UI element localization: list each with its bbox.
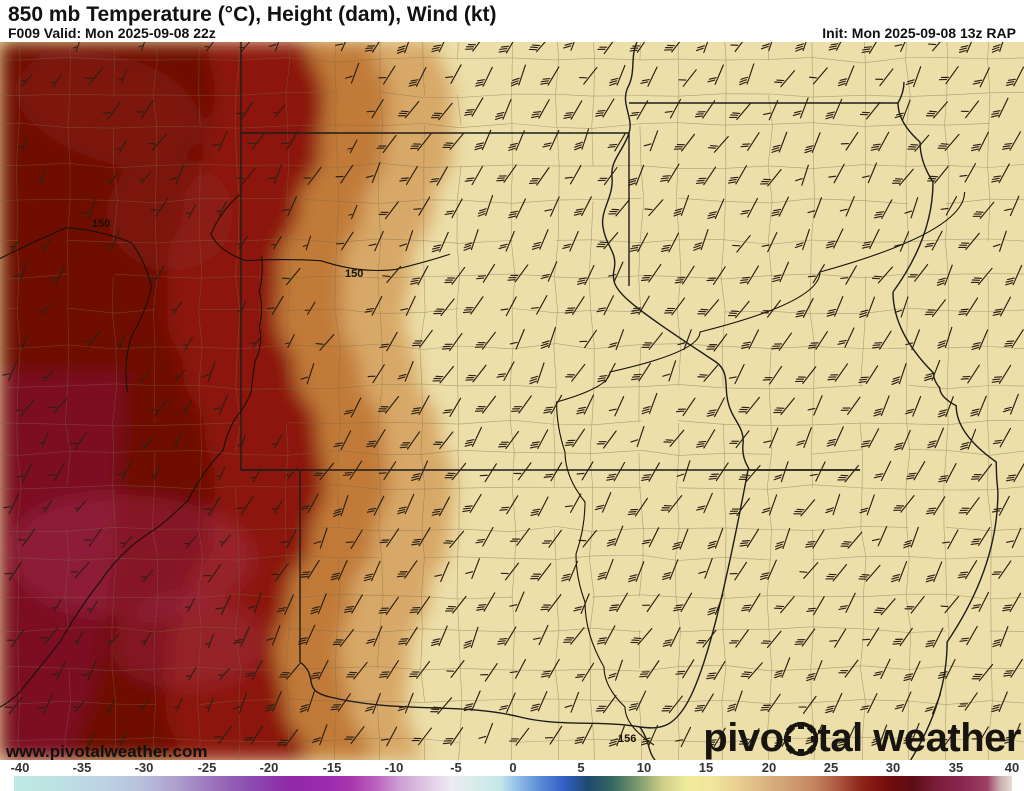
- svg-text:150: 150: [345, 268, 363, 280]
- svg-text:150: 150: [92, 218, 110, 230]
